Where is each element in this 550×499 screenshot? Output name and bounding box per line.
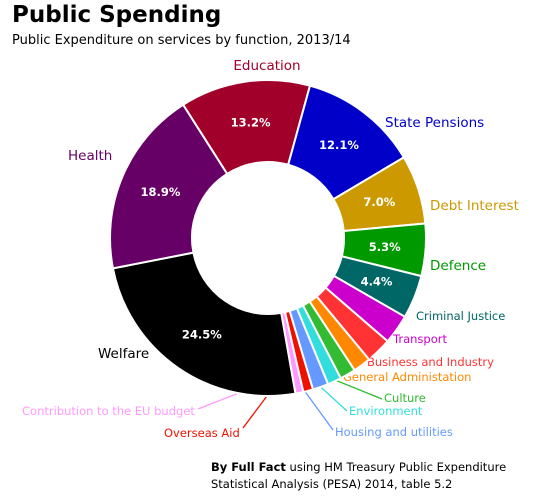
category-label: Welfare: [98, 346, 149, 362]
credit-author: By Full Fact: [211, 460, 286, 474]
category-label: Criminal Justice: [416, 309, 505, 323]
category-label: Business and Industry: [367, 355, 494, 369]
category-label: Housing and utilities: [335, 425, 453, 439]
slice-health: [109, 103, 229, 270]
credit-source-line2: Statistical Analysis (PESA) 2014, table …: [211, 477, 453, 491]
category-label: Education: [233, 58, 300, 74]
page-title: Public Spending: [12, 2, 222, 28]
category-label: Contribution to the EU budget: [22, 404, 195, 418]
leader-line: [329, 377, 383, 400]
page-subtitle: Public Expenditure on services by functi…: [12, 33, 351, 48]
data-label: 12.1%: [319, 138, 359, 152]
category-label: General Administation: [343, 370, 471, 384]
source-credit: By Full Fact using HM Treasury Public Ex…: [211, 459, 506, 493]
data-label: 5.3%: [369, 240, 401, 254]
category-label: Defence: [430, 258, 486, 274]
category-label: State Pensions: [385, 115, 484, 131]
category-label: Health: [68, 148, 112, 164]
data-label: 7.0%: [363, 195, 395, 209]
slice-welfare: [111, 251, 297, 397]
category-label: Overseas Aid: [164, 426, 240, 440]
category-label: Debt Interest: [430, 198, 519, 214]
leader-line: [300, 385, 334, 431]
data-label: 18.9%: [141, 185, 181, 199]
category-label: Environment: [349, 404, 423, 418]
data-label: 4.4%: [361, 275, 393, 289]
credit-source: using HM Treasury Public Expenditure: [289, 460, 507, 474]
category-label: Transport: [392, 332, 447, 346]
data-label: 13.2%: [231, 115, 271, 129]
category-label: Culture: [384, 391, 426, 405]
data-label: 24.5%: [182, 327, 222, 341]
